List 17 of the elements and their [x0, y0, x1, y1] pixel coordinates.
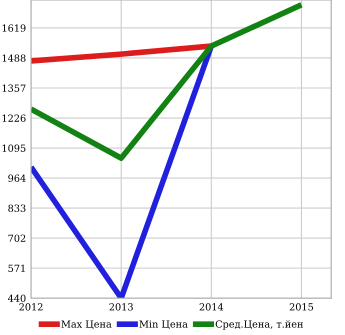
y-tick-label: 833 — [8, 204, 26, 212]
y-tick-label: 1488 — [2, 54, 26, 62]
x-tick-label: 2013 — [109, 303, 133, 311]
y-tick-label: 702 — [8, 234, 26, 242]
y-tick-label: 964 — [8, 174, 26, 182]
legend-label: Сред.Цена, т.йен — [216, 320, 303, 330]
y-tick-label: 1619 — [2, 24, 26, 32]
y-tick-label: 440 — [8, 294, 26, 302]
y-tick-label: 1095 — [2, 144, 26, 152]
x-tick-label: 2012 — [19, 303, 42, 311]
y-tick-label: 571 — [8, 264, 25, 272]
x-tick-label: 2014 — [200, 303, 224, 311]
legend-label: Min Цена — [139, 320, 188, 330]
y-tick-label: 1357 — [2, 84, 26, 92]
y-tick-label: 1226 — [2, 114, 26, 122]
x-tick-label: 2015 — [290, 303, 314, 311]
legend-label: Max Цена — [61, 320, 112, 330]
